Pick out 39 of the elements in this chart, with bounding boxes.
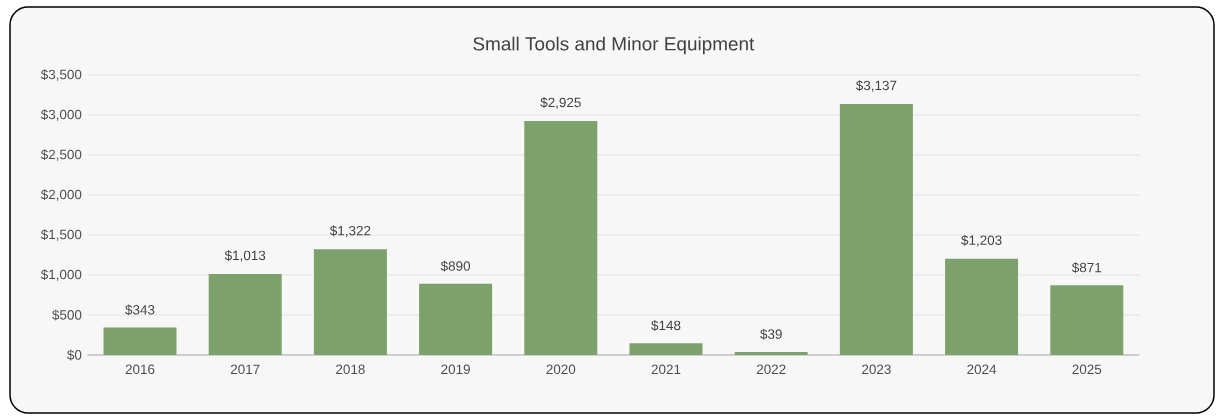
y-tick-label: $0: [67, 349, 82, 361]
data-label: $1,322: [329, 225, 371, 238]
x-tick-label: 2022: [756, 364, 786, 375]
y-tick-label: $2,500: [40, 149, 82, 161]
data-label: $343: [125, 304, 155, 316]
y-tick-label: $2,000: [40, 189, 82, 201]
y-tick-label: $1,500: [40, 229, 82, 241]
bar: [629, 343, 703, 355]
chart-title: Small Tools and Minor Equipment: [473, 36, 755, 55]
data-label: $1,203: [961, 234, 1002, 247]
bar: [839, 104, 913, 355]
data-label: $1,013: [224, 250, 266, 262]
bar: [419, 283, 493, 355]
y-tick-label: $500: [52, 309, 82, 321]
bar: [208, 273, 282, 355]
data-label: $871: [1071, 262, 1102, 274]
bar: [1050, 285, 1124, 355]
bar: [103, 327, 177, 355]
x-tick-label: 2018: [336, 364, 365, 375]
bar: [945, 258, 1019, 355]
bar: [524, 121, 598, 355]
x-tick-label: 2024: [967, 364, 997, 375]
y-tick-label: $1,000: [40, 269, 82, 281]
bar: [734, 351, 808, 355]
y-tick-label: $3,500: [40, 69, 82, 81]
x-tick-label: 2021: [651, 364, 681, 375]
x-tick-label: 2020: [546, 364, 576, 375]
x-tick-label: 2019: [441, 364, 470, 375]
data-label: $148: [651, 320, 681, 331]
data-label: $2,925: [540, 97, 581, 109]
x-tick-label: 2016: [125, 364, 155, 375]
data-label: $890: [440, 260, 471, 272]
data-label: $3,137: [855, 80, 897, 92]
data-label: $39: [760, 328, 782, 340]
y-tick-label: $3,000: [40, 109, 82, 121]
x-tick-label: 2025: [1072, 364, 1102, 375]
x-tick-label: 2017: [230, 364, 260, 375]
x-tick-label: 2023: [862, 364, 891, 375]
bar: [313, 249, 387, 355]
